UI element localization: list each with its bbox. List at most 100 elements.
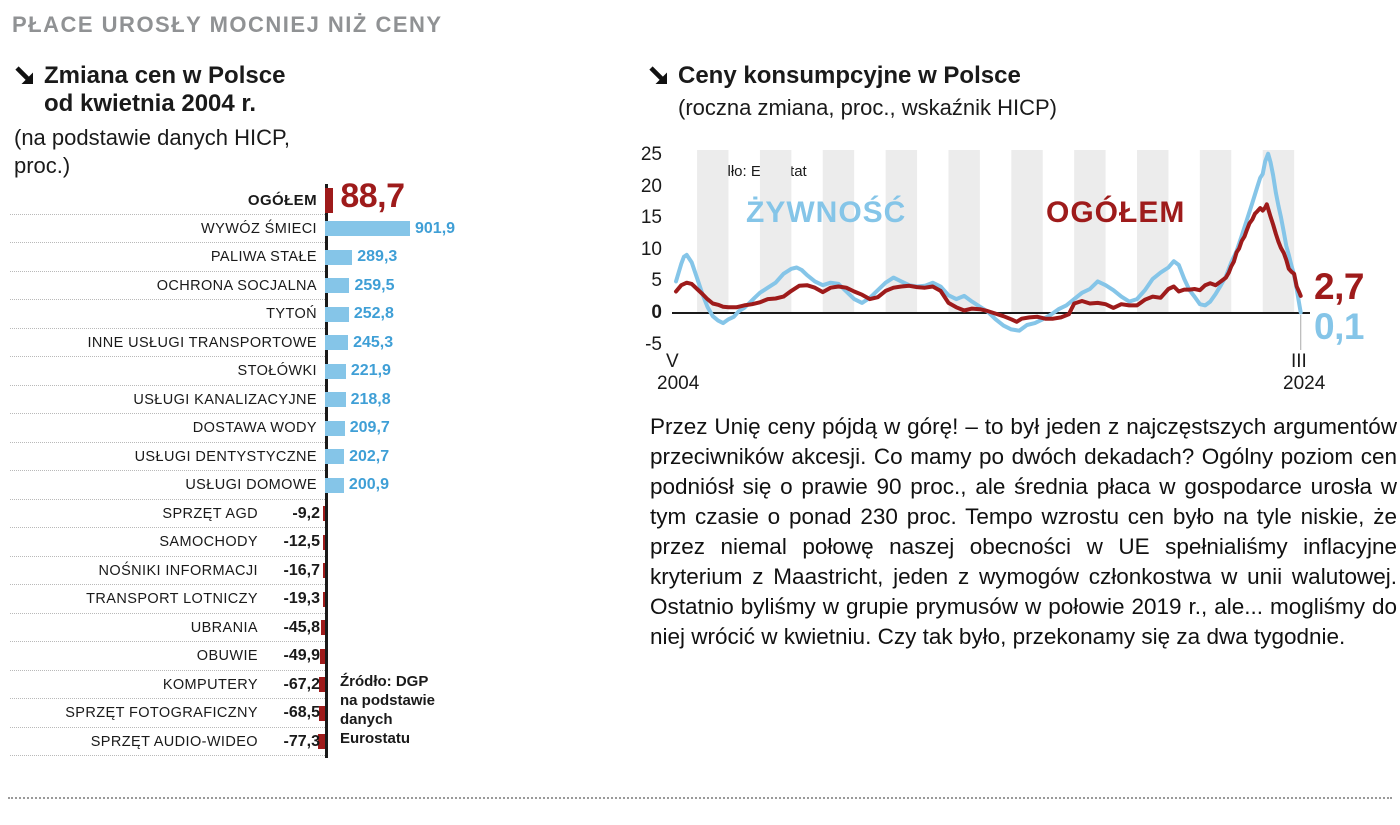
y-tick-label: 0 — [651, 302, 662, 323]
bar-row: SPRZĘT AUDIO-WIDEO -77,3 — [10, 728, 630, 756]
bar-row: TYTOŃ 252,8 — [10, 300, 630, 329]
bar-value: -45,8 — [283, 618, 320, 636]
bar-chart-subtitle-line1: (na podstawie danych HICP, — [14, 125, 290, 150]
bar-value: 245,3 — [353, 333, 394, 351]
year-band — [1074, 150, 1106, 313]
bar-value: -19,3 — [283, 590, 320, 608]
bar-value: 209,7 — [349, 419, 390, 437]
bar-category-label: INNE USŁUGI TRANSPORTOWE — [87, 334, 317, 351]
total-series-line — [674, 202, 1303, 324]
bar-value: -67,2 — [283, 675, 320, 693]
total-end-value: 2,7 — [1314, 266, 1364, 307]
row-separator — [10, 641, 325, 642]
line-chart-header: Ceny konsumpcyjne w Polsce — [648, 62, 1021, 90]
food-end-value: 0,1 — [1314, 306, 1364, 347]
bar-row: STOŁÓWKI 221,9 — [10, 357, 630, 386]
bar-chart-subtitle: (na podstawie danych HICP, proc.) — [14, 124, 290, 180]
arrow-down-right-icon — [648, 65, 672, 89]
x-axis-end-year: 2024 — [1283, 373, 1326, 394]
source-line: danych — [340, 711, 393, 728]
bar-category-label: SPRZĘT AUDIO-WIDEO — [90, 733, 258, 750]
row-separator — [10, 612, 325, 614]
bar-category-label: PALIWA STAŁE — [210, 249, 317, 266]
bar-row: UBRANIA -45,8 — [10, 614, 630, 642]
bar-value: -9,2 — [292, 504, 320, 522]
source-line: Eurostatu — [340, 730, 411, 747]
bar — [325, 335, 349, 351]
bar-row: NOŚNIKI INFORMACJI -16,7 — [10, 557, 630, 585]
body-paragraph: Przez Unię ceny pójdą w górę! – to był j… — [650, 414, 1397, 649]
bar-chart-header: Zmiana cen w Polsce od kwietnia 2004 r. — [14, 62, 285, 118]
bar — [325, 392, 346, 408]
bar-value: 200,9 — [348, 476, 389, 494]
bar-row: SAMOCHODY -12,5 — [10, 528, 630, 557]
bar-value: 202,7 — [349, 447, 390, 465]
bar-category-label: WYWÓZ ŚMIECI — [201, 220, 317, 237]
arrow-down-right-icon — [14, 65, 38, 89]
line-chart-svg — [672, 150, 1310, 350]
bottom-divider — [8, 797, 1392, 799]
row-separator — [10, 669, 325, 671]
bar — [320, 620, 325, 636]
bar — [323, 506, 325, 522]
line-chart-plot — [672, 140, 1317, 370]
bar-row: WYWÓZ ŚMIECI 901,9 — [10, 215, 630, 243]
bar-category-label: KOMPUTERY — [162, 676, 258, 693]
row-separator — [10, 555, 325, 557]
food-series-label: ŻYWNOŚĆ — [746, 196, 907, 229]
row-separator — [10, 527, 325, 528]
bar-row: PALIWA STAŁE 289,3 — [10, 243, 630, 272]
bar-value: 289,3 — [357, 248, 398, 266]
source-line: na podstawie — [340, 692, 436, 709]
bar-row: OGÓŁEM 88,7 — [10, 177, 630, 215]
line-chart-title: Ceny konsumpcyjne w Polsce — [678, 62, 1021, 89]
bar-value: -16,7 — [283, 561, 320, 579]
source-line: Źródło: DGP — [340, 673, 429, 690]
bar-category-label: USŁUGI KANALIZACYJNE — [133, 391, 317, 408]
bar-row: SPRZĘT AGD -9,2 — [10, 500, 630, 528]
bar-row: DOSTAWA WODY 209,7 — [10, 414, 630, 443]
bar-category-label: SPRZĘT FOTOGRAFICZNY — [65, 705, 258, 722]
bar-value: 252,8 — [353, 305, 394, 323]
bar-category-label: OGÓŁEM — [247, 191, 317, 209]
row-separator — [10, 356, 325, 357]
y-tick-label: 25 — [640, 144, 662, 165]
row-separator — [10, 726, 325, 728]
bar-chart-source: Źródło: DGP na podstawie danych Eurostat… — [340, 672, 435, 748]
bar — [323, 591, 325, 607]
bar-row: TRANSPORT LOTNICZY -19,3 — [10, 585, 630, 614]
row-separator — [10, 584, 325, 585]
bar-category-label: OBUWIE — [196, 648, 258, 665]
bar-category-label: UBRANIA — [190, 619, 258, 636]
bar — [325, 278, 350, 294]
bar — [318, 677, 325, 693]
bar-value: 259,5 — [354, 276, 395, 294]
row-separator — [10, 441, 325, 443]
year-band — [1137, 150, 1169, 313]
x-axis-start-year: 2004 — [657, 373, 700, 394]
bar-value: -12,5 — [283, 533, 320, 551]
bar-category-label: USŁUGI DOMOWE — [185, 477, 317, 494]
row-separator — [10, 413, 325, 414]
row-separator — [10, 498, 325, 500]
row-separator — [10, 384, 325, 386]
bar — [325, 306, 349, 322]
bar-value: -68,5 — [283, 704, 320, 722]
bar-row: USŁUGI KANALIZACYJNE 218,8 — [10, 386, 630, 414]
y-tick-label: -5 — [645, 333, 662, 355]
row-separator — [10, 755, 325, 756]
bar-value: 88,7 — [340, 177, 405, 215]
bar-row: SPRZĘT FOTOGRAFICZNY -68,5 — [10, 699, 630, 728]
year-band — [948, 150, 980, 313]
y-tick-label: 15 — [640, 207, 662, 229]
bar-row: KOMPUTERY -67,2 — [10, 671, 630, 699]
bar-chart-axis — [325, 184, 328, 758]
page-title: PŁACE UROSŁY MOCNIEJ NIŻ CENY — [12, 12, 443, 37]
bar — [325, 221, 410, 237]
year-band — [697, 150, 729, 313]
bar-chart-subtitle-line2: proc.) — [14, 153, 71, 178]
bar-category-label: DOSTAWA WODY — [192, 420, 317, 437]
bar-row: USŁUGI DOMOWE 200,9 — [10, 471, 630, 500]
x-axis-start-month: V — [666, 351, 679, 372]
bar — [325, 477, 344, 493]
